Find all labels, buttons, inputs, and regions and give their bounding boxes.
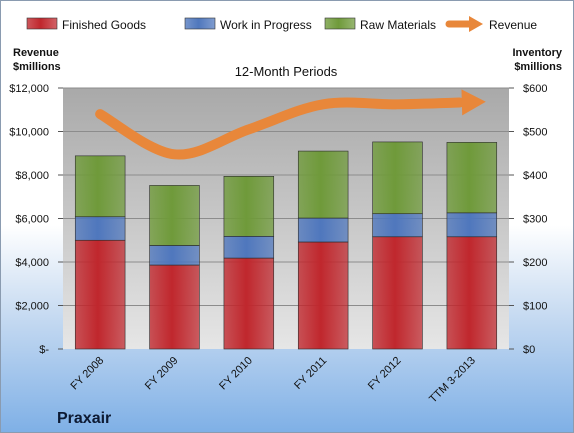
left-tick-label: $6,000	[15, 214, 49, 226]
right-tick-label: $600	[523, 83, 547, 95]
category-label: FY 2011	[292, 355, 329, 392]
legend-label: Raw Materials	[360, 18, 436, 32]
revenue-line	[95, 97, 465, 160]
right-axis-title: Inventory	[512, 47, 562, 59]
right-axis-title-unit: $millions	[514, 61, 562, 73]
bar-finished-goods	[372, 236, 423, 350]
company-name: Praxair	[57, 410, 111, 427]
bar-finished-goods	[223, 257, 275, 350]
bar-raw-materials	[74, 155, 126, 218]
left-tick-label: $2,000	[15, 301, 49, 313]
bar-finished-goods	[297, 241, 349, 350]
right-tick-label: $500	[523, 127, 547, 139]
left-axis-title: Revenue	[13, 47, 59, 59]
category-label: FY 2008	[69, 355, 107, 393]
revenue-arrowhead	[461, 89, 486, 116]
bar-work-in-progress	[74, 216, 126, 241]
bar-work-in-progress	[223, 236, 275, 259]
legend-label: Revenue	[489, 18, 537, 32]
bar-work-in-progress	[372, 213, 423, 238]
legend-swatch-revenue-arrow	[469, 16, 483, 32]
left-tick-label: $8,000	[15, 170, 49, 182]
legend-swatch-finished-goods	[26, 17, 58, 30]
bar-finished-goods	[446, 236, 498, 350]
legend-swatch-raw-materials	[324, 17, 356, 30]
legend-label: Finished Goods	[62, 18, 146, 32]
right-tick-label: $300	[523, 214, 547, 226]
right-tick-label: $0	[523, 344, 535, 356]
bar-raw-materials	[372, 141, 423, 215]
chart-subtitle: 12-Month Periods	[235, 64, 338, 79]
category-label: FY 2009	[143, 355, 181, 393]
left-tick-label: $-	[39, 344, 49, 356]
right-tick-label: $200	[523, 257, 547, 269]
bar-finished-goods	[74, 239, 126, 350]
bar-work-in-progress	[446, 212, 498, 238]
category-label: TTM 3-2013	[427, 355, 478, 406]
bar-raw-materials	[149, 185, 200, 246]
bar-raw-materials	[223, 176, 275, 237]
bar-work-in-progress	[149, 245, 200, 266]
left-tick-label: $12,000	[9, 83, 49, 95]
bar-work-in-progress	[297, 217, 349, 243]
right-tick-label: $100	[523, 301, 547, 313]
category-label: FY 2010	[217, 355, 255, 393]
left-tick-label: $10,000	[9, 127, 49, 139]
left-tick-label: $4,000	[15, 257, 49, 269]
bar-raw-materials	[297, 150, 349, 219]
category-label: FY 2012	[366, 355, 404, 393]
bar-finished-goods	[149, 264, 200, 350]
bar-raw-materials	[446, 142, 498, 214]
legend-swatch-work-in-progress	[184, 17, 216, 30]
right-tick-label: $400	[523, 170, 547, 182]
left-axis-title-unit: $millions	[13, 61, 61, 73]
legend-label: Work in Progress	[220, 18, 312, 32]
